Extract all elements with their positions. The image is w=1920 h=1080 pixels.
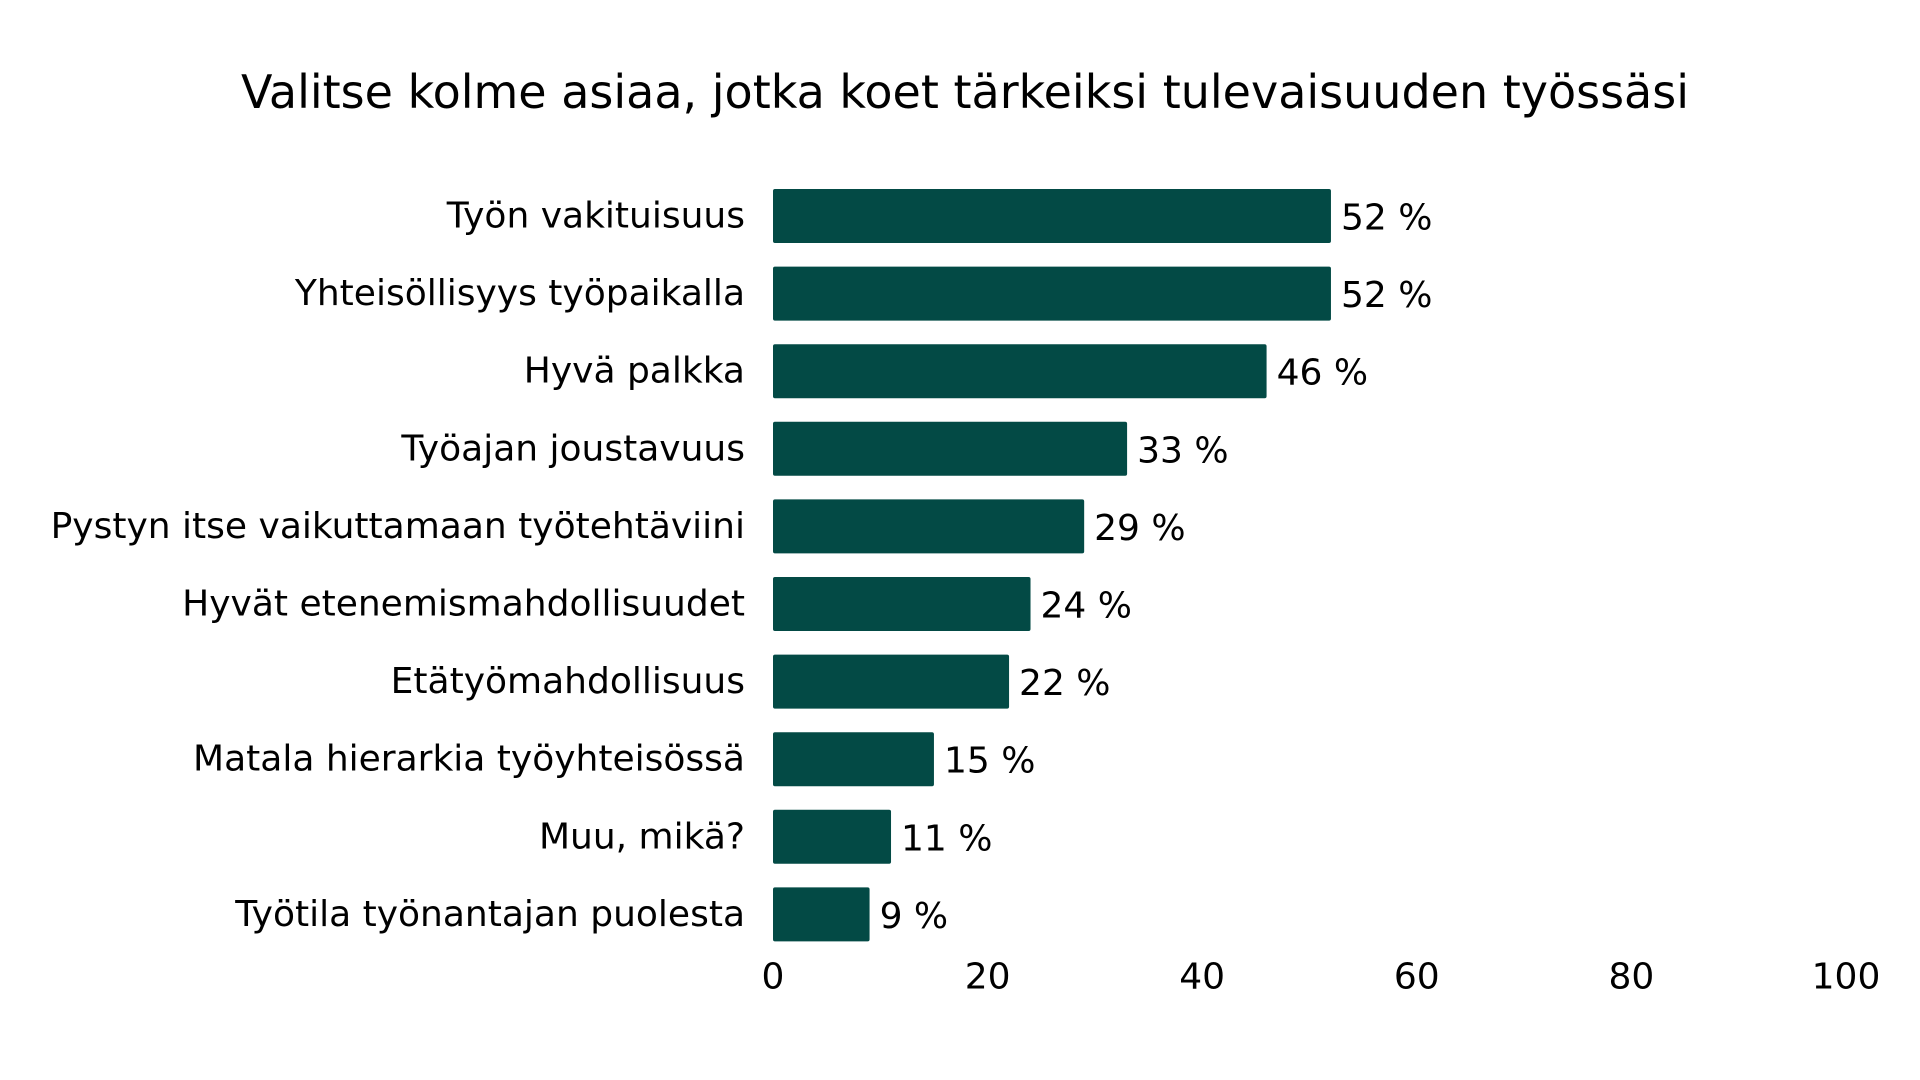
- bar: [773, 189, 1331, 243]
- bar: [773, 809, 892, 864]
- x-tick-label: 20: [965, 957, 1011, 998]
- value-label: 29 %: [1094, 508, 1185, 549]
- value-label: 52 %: [1341, 275, 1432, 316]
- x-axis-ticks: 0 20 40 60 80 100: [762, 957, 1881, 998]
- category-label: Muu, mikä?: [539, 816, 745, 857]
- value-label: 11 %: [901, 818, 992, 859]
- bar: [773, 887, 870, 942]
- value-label: 52 %: [1341, 198, 1432, 239]
- chart-title: Valitse kolme asiaa, jotka koet tärkeiks…: [241, 65, 1689, 119]
- value-label: 33 %: [1137, 430, 1228, 471]
- category-label: Matala hierarkia työyhteisössä: [193, 739, 745, 780]
- value-label: 22 %: [1019, 663, 1110, 704]
- bar: [773, 421, 1128, 476]
- x-tick-label: 60: [1394, 957, 1440, 998]
- x-tick-label: 40: [1179, 957, 1225, 998]
- bar: [773, 499, 1085, 554]
- x-tick-label: 100: [1812, 957, 1881, 998]
- value-label: 9 %: [880, 896, 949, 937]
- category-labels-group: Työn vakituisuus Yhteisöllisyys työpaikal…: [51, 196, 745, 935]
- bars-group: [773, 189, 1331, 942]
- value-labels-group: 52 % 52 % 46 % 33 % 29 % 24 % 22 % 15 % 11 % 9 %: [880, 198, 1433, 937]
- value-label: 24 %: [1041, 586, 1132, 627]
- category-label: Etätyömahdollisuus: [391, 661, 745, 702]
- category-label: Hyvät etenemismahdollisuudet: [182, 584, 745, 625]
- bar: [773, 732, 934, 787]
- category-label: Yhteisöllisyys työpaikalla: [294, 273, 745, 314]
- bar: [773, 266, 1331, 321]
- bar: [773, 344, 1267, 399]
- bar: [773, 577, 1031, 631]
- category-label: Pystyn itse vaikuttamaan työtehtäviini: [51, 506, 745, 547]
- category-label: Hyvä palkka: [524, 351, 745, 392]
- bar: [773, 654, 1010, 709]
- value-label: 46 %: [1277, 353, 1368, 394]
- category-label: Työtila työnantajan puolesta: [234, 894, 745, 935]
- category-label: Työn vakituisuus: [446, 196, 745, 237]
- x-tick-label: 80: [1608, 957, 1654, 998]
- value-label: 15 %: [944, 741, 1035, 782]
- x-tick-label: 0: [762, 957, 785, 998]
- category-label: Työajan joustavuus: [400, 428, 745, 469]
